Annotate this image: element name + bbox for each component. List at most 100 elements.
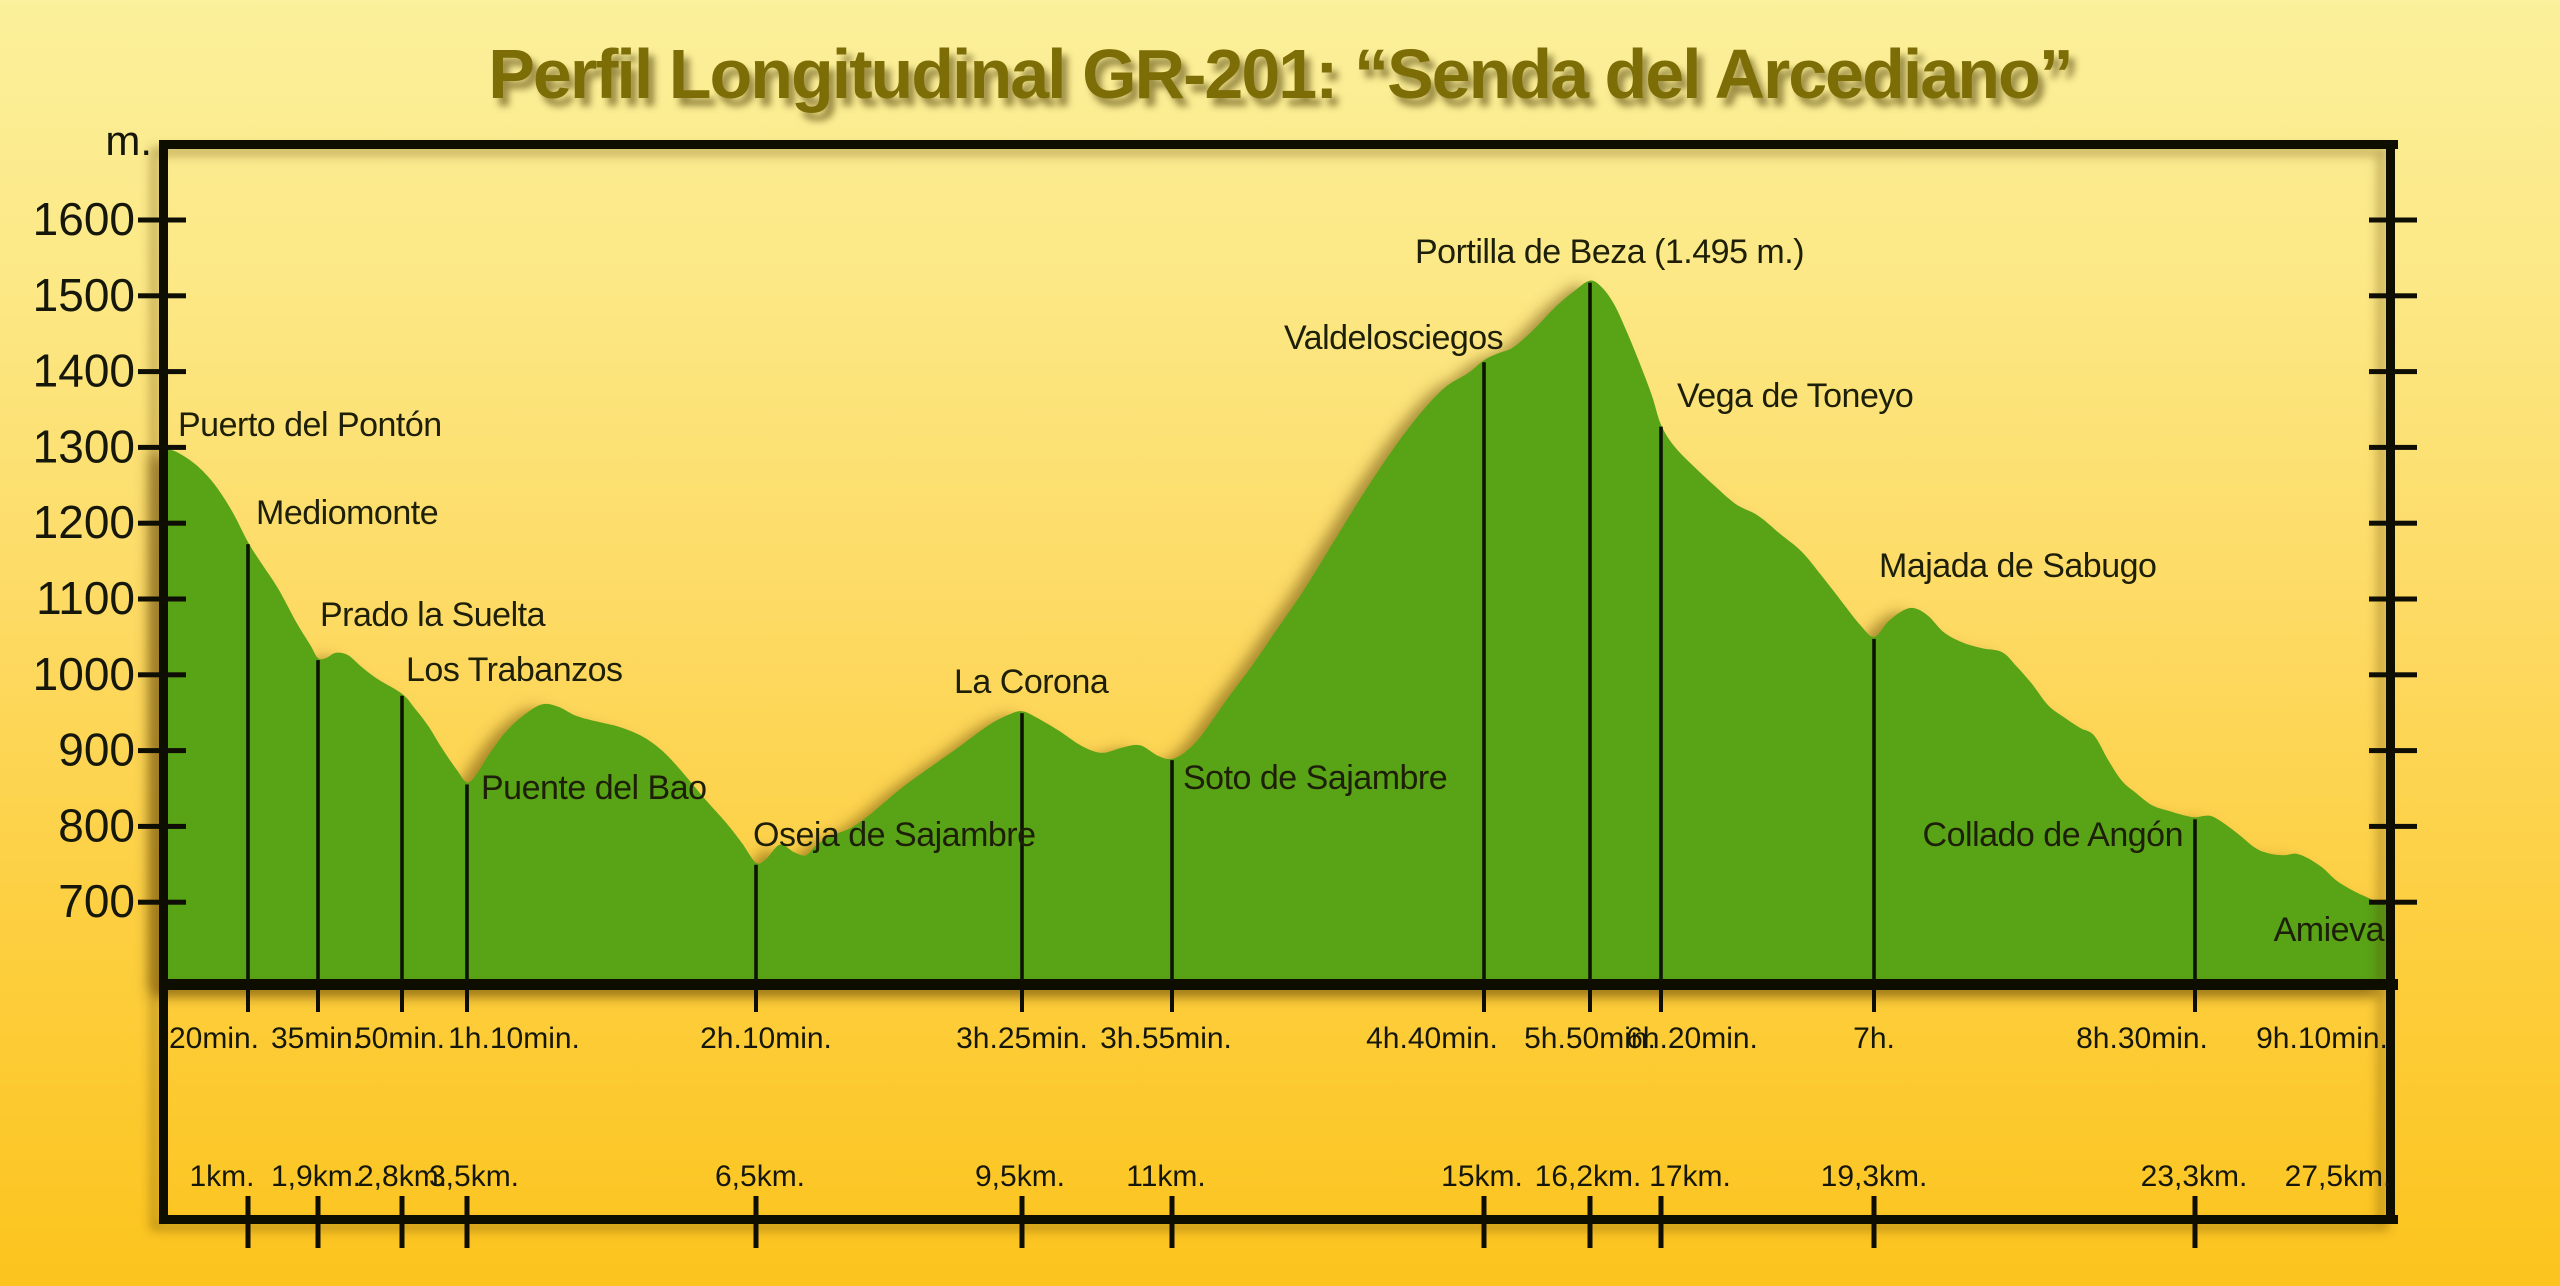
waypoint-line xyxy=(1170,760,1174,981)
time-label: 35min. xyxy=(271,1022,361,1055)
distance-label: 3,5km. xyxy=(429,1160,519,1193)
distance-axis: 1km. 1,9km.2,8km.3,5km. 6,5km. 9,5km. 11km. 1… xyxy=(189,1160,2391,1248)
time-tick xyxy=(1170,990,1174,1012)
y-tick-label: 1100 xyxy=(36,572,135,624)
chart-border-top xyxy=(159,140,2398,149)
time-label: 4h.40min. xyxy=(1366,1022,1498,1055)
time-label: 8h.30min. xyxy=(2076,1022,2208,1055)
profile-area-shape xyxy=(163,280,2390,989)
time-axis: 20min. 35min.50min. 1h.10min. 2h.10min. 3h.2… xyxy=(169,990,2388,1055)
time-label: 2h.10min. xyxy=(700,1022,832,1055)
waypoint-markers xyxy=(246,282,2197,982)
waypoint-labels: Puerto del Pontón Mediomonte Prado la Suel… xyxy=(178,233,2385,949)
time-label: 3h.55min. xyxy=(1100,1022,1232,1055)
waypoint-label: La Corona xyxy=(954,663,1109,701)
waypoint-label: Puente del Bao xyxy=(481,769,707,807)
y-axis: 1600 1500 1400 1300 1200 1100 1000 900 800 700 m. xyxy=(33,117,2417,927)
distance-label: 19,3km. xyxy=(1821,1160,1928,1193)
distance-label: 1,9km. xyxy=(271,1160,361,1193)
distance-tick xyxy=(245,1196,251,1248)
distance-label: 11km. xyxy=(1126,1160,1205,1193)
y-tick-right xyxy=(2369,520,2417,526)
waypoint-line xyxy=(316,660,320,981)
waypoint-line xyxy=(400,695,404,981)
chart-baseline xyxy=(159,979,2398,990)
time-label: 1h.10min. xyxy=(448,1022,580,1055)
time-tick xyxy=(400,990,404,1012)
chart-border-left xyxy=(159,140,168,1224)
time-tick xyxy=(1482,990,1486,1012)
y-tick-left xyxy=(138,369,186,375)
waypoint-label: Los Trabanzos xyxy=(406,651,623,689)
distance-tick xyxy=(753,1196,759,1248)
waypoint-label: Vega de Toneyo xyxy=(1677,377,1913,415)
y-tick-left xyxy=(138,596,186,602)
y-tick-label: 1600 xyxy=(33,193,135,245)
time-label: 20min. xyxy=(169,1022,259,1055)
distance-label: 9,5km. xyxy=(975,1160,1065,1193)
distance-label: 17km. xyxy=(1649,1160,1731,1193)
time-tick xyxy=(246,990,250,1012)
y-tick-right xyxy=(2369,217,2417,223)
waypoint-label: Soto de Sajambre xyxy=(1183,759,1447,797)
waypoint-label: Oseja de Sajambre xyxy=(753,816,1036,854)
chart-border-right xyxy=(2386,140,2395,1224)
y-tick-right xyxy=(2369,444,2417,450)
waypoint-label: Puerto del Pontón xyxy=(178,406,442,444)
waypoint-label: Mediomonte xyxy=(256,494,438,532)
distance-tick xyxy=(1019,1196,1025,1248)
time-tick xyxy=(1872,990,1876,1012)
distance-label: 6,5km. xyxy=(715,1160,805,1193)
time-tick xyxy=(1020,990,1024,1012)
waypoint-label: Amieva xyxy=(2274,911,2385,949)
y-tick-right xyxy=(2369,672,2417,678)
waypoint-line xyxy=(754,864,758,981)
waypoint-label: Majada de Sabugo xyxy=(1879,547,2156,585)
y-tick-label: 800 xyxy=(58,799,135,851)
time-tick xyxy=(316,990,320,1012)
time-label: 9h.10min. xyxy=(2256,1022,2388,1055)
waypoint-label: Collado de Angón xyxy=(1923,816,2183,854)
distance-tick xyxy=(1481,1196,1487,1248)
distance-axis-line xyxy=(159,1215,2398,1224)
y-tick-left xyxy=(138,823,186,829)
waypoint-line xyxy=(1659,426,1663,981)
y-tick-left xyxy=(138,672,186,678)
waypoint-line xyxy=(465,784,469,981)
waypoint-label: Valdelosciegos xyxy=(1284,319,1503,357)
time-label: 50min. xyxy=(355,1022,445,1055)
y-tick-left xyxy=(138,444,186,450)
y-tick-right xyxy=(2369,748,2417,754)
y-tick-label: 700 xyxy=(58,875,135,927)
y-tick-right xyxy=(2369,596,2417,602)
y-tick-left xyxy=(138,217,186,223)
time-tick xyxy=(465,990,469,1012)
y-tick-label: 1300 xyxy=(33,420,135,472)
time-tick xyxy=(2193,990,2197,1012)
waypoint-line xyxy=(1588,282,1592,981)
distance-tick xyxy=(1658,1196,1664,1248)
y-axis-unit-label: m. xyxy=(105,117,152,164)
y-tick-label: 900 xyxy=(58,724,135,776)
chart-title: Perfil Longitudinal GR-201: “Senda del A… xyxy=(488,35,2074,113)
waypoint-label: Prado la Suelta xyxy=(320,596,546,634)
y-tick-label: 1200 xyxy=(33,496,135,548)
distance-tick xyxy=(399,1196,405,1248)
distance-label: 23,3km. xyxy=(2141,1160,2248,1193)
y-tick-label: 1400 xyxy=(33,345,135,397)
distance-tick xyxy=(315,1196,321,1248)
waypoint-line xyxy=(1872,638,1876,981)
time-label: 3h.25min. xyxy=(956,1022,1088,1055)
y-tick-label: 1000 xyxy=(33,648,135,700)
time-tick xyxy=(1588,990,1592,1012)
time-label: 6h.20min. xyxy=(1626,1022,1758,1055)
distance-tick xyxy=(1587,1196,1593,1248)
y-tick-label: 1500 xyxy=(33,269,135,321)
time-tick xyxy=(1659,990,1663,1012)
y-tick-left xyxy=(138,520,186,526)
waypoint-line xyxy=(1482,362,1486,982)
distance-tick xyxy=(1169,1196,1175,1248)
time-tick xyxy=(754,990,758,1012)
